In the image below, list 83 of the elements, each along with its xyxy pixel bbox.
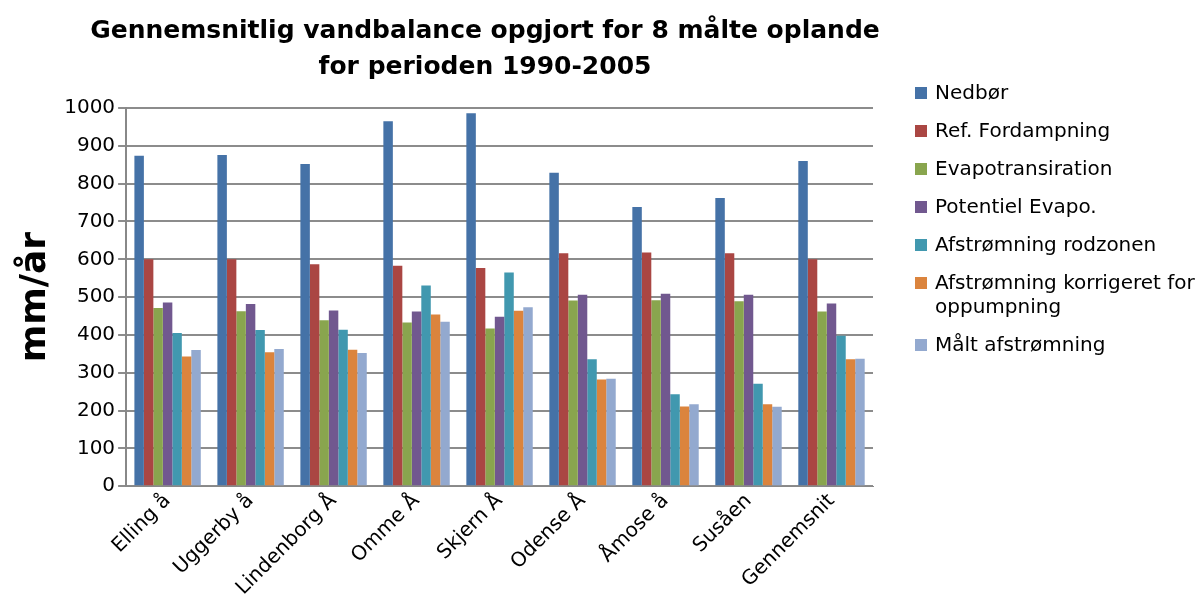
y-axis-title: mm/år [11,231,53,363]
chart-title: Gennemsnitlig vandbalance opgjort for 8 målte oplande for perioden 1990-2005 [90,14,880,82]
bar [485,328,495,486]
bar [274,348,284,486]
bar [181,356,192,486]
bar [392,265,403,486]
y-tick-label: 200 [76,396,116,421]
y-tick-label: 800 [76,169,116,194]
bar [596,379,607,486]
bar [523,307,533,486]
bar [226,259,237,486]
bar [632,207,642,486]
legend-label: Evapotransiration [935,156,1113,180]
bar [347,349,358,486]
bar [689,404,699,486]
bar [328,310,339,486]
y-tick-label: 400 [76,321,116,346]
bar [715,198,725,486]
bar [300,163,310,486]
bar [255,330,265,486]
bar [134,155,144,486]
bar [651,300,661,486]
y-tick-label: 500 [76,283,116,308]
bar [319,320,329,486]
bar [826,303,837,486]
legend-label: Nedbør [935,80,1009,104]
bar [475,268,486,486]
y-tick-label: 1000 [64,94,116,119]
y-tick-label: 300 [76,359,116,383]
bar [236,311,246,486]
bar [753,383,763,486]
bar [798,160,808,486]
bar [549,172,559,486]
bar [421,285,431,486]
y-tick-label: 600 [76,245,116,270]
bar [411,311,422,486]
bar [357,353,367,486]
bar [309,264,320,486]
bar [855,358,865,486]
legend-label: Potentiel Evapo. [935,194,1097,218]
y-tick-label: 900 [76,132,116,157]
bar [807,259,818,486]
bar [513,310,524,486]
bar [845,359,856,486]
bar [734,301,744,486]
legend-label: Ref. Fordampning [935,118,1111,142]
bar [143,259,154,486]
legend-label: Afstrømning korrigeret for oppumpning [935,270,1195,318]
bar [440,321,450,486]
legend-label: Målt afstrømning [935,332,1106,356]
y-tick-label: 0 [102,472,116,497]
bar [217,154,227,486]
bar [587,359,597,486]
bar [402,322,412,486]
bar [153,308,163,486]
bar [660,293,671,486]
bar [772,406,782,486]
bar [430,314,441,486]
bar [606,378,616,486]
bar [577,294,588,486]
bar [264,352,275,486]
bar [558,253,569,486]
bar [172,333,182,486]
bar [817,311,827,486]
legend-label: Afstrømning rodzonen [935,232,1157,256]
bar [245,303,256,486]
bar [762,404,773,486]
bar [162,302,173,486]
bar [679,406,690,486]
bar [338,329,348,486]
bar [504,272,514,486]
bar [641,252,652,486]
bar [466,113,476,486]
bar [836,335,846,486]
y-tick-label: 700 [76,207,116,232]
bar [191,350,201,486]
bar [724,253,735,486]
bar [383,121,393,486]
bar [743,294,754,486]
y-tick-label: 100 [76,434,116,459]
bar [494,316,505,486]
bar [568,300,578,486]
bar [670,394,680,486]
